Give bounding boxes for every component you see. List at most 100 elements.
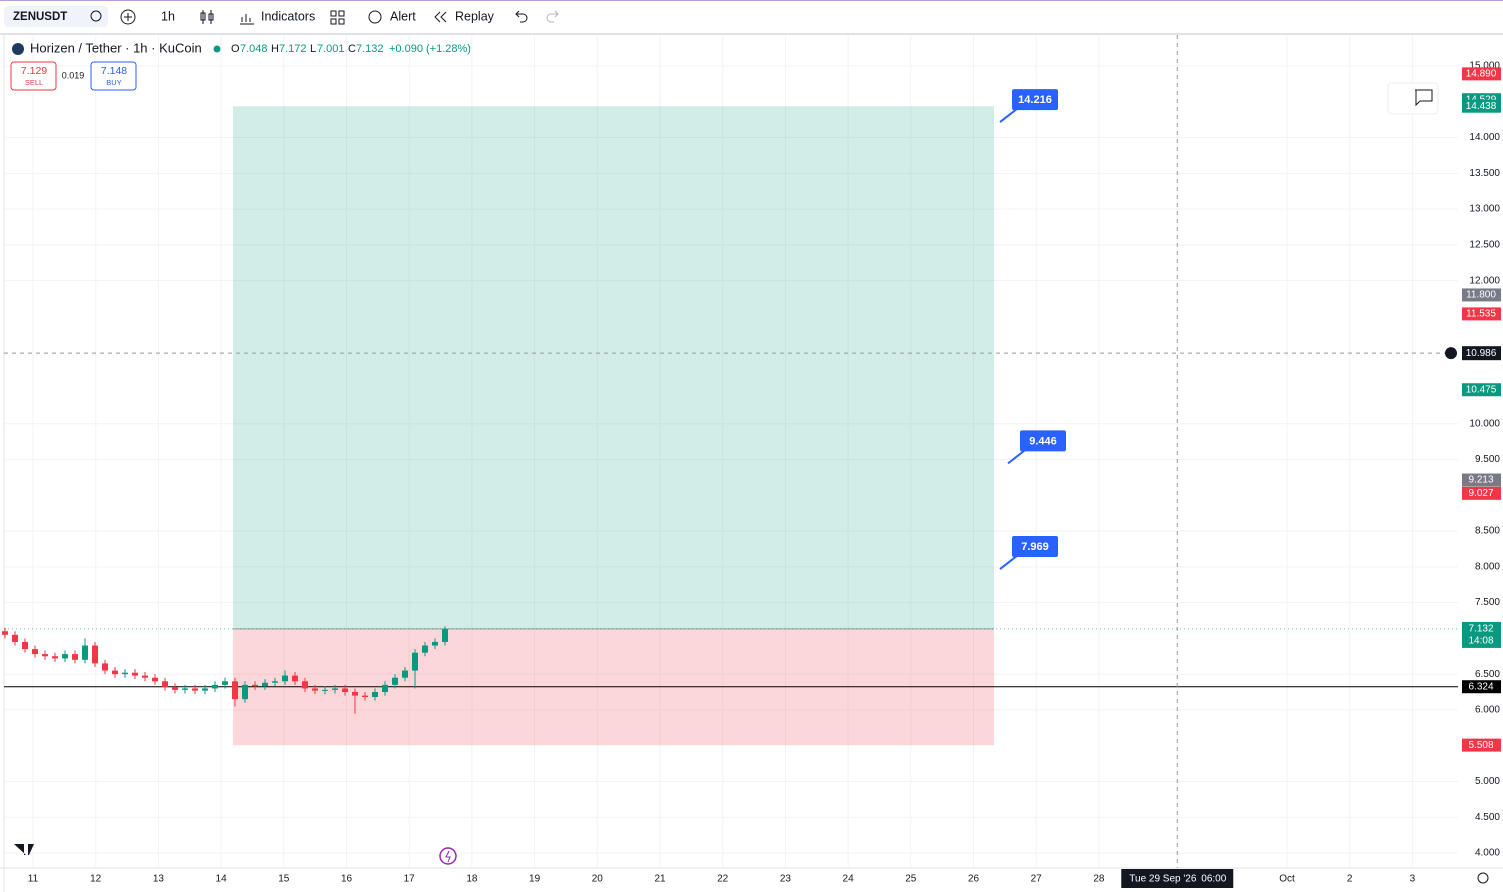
callout-pointer: [999, 554, 1019, 570]
candle-body: [302, 681, 308, 689]
legend: Horizen / Tether · 1h · KuCoin O 7.048 H…: [10, 40, 471, 91]
x-tick-label: 3: [1410, 874, 1416, 885]
candle-body: [182, 688, 188, 690]
chart-type-icon[interactable]: [200, 10, 214, 24]
layouts-icon[interactable]: [330, 10, 345, 25]
crosshair-date: Tue 29 Sep '26: [1129, 874, 1197, 885]
candle-body: [152, 677, 158, 682]
replay-icon[interactable]: [434, 11, 447, 23]
candle-body: [122, 672, 128, 675]
alert-button[interactable]: Alert: [390, 9, 416, 23]
last-price-label: 7.132: [1468, 624, 1493, 635]
candle-body: [112, 670, 118, 675]
plot: 11 12 13 14 15 16 17 18 19 20 21 22 23 24 25 26 27 28 Oct 2…: [0, 35, 1503, 892]
candle-body: [172, 687, 178, 690]
candle-body: [132, 672, 138, 676]
legend-h-label: H: [271, 43, 279, 55]
last-price-box: [1462, 621, 1501, 648]
comment-button[interactable]: [1387, 82, 1439, 115]
buy-price[interactable]: 7.148: [101, 65, 127, 77]
news-icon[interactable]: [439, 847, 457, 865]
candle-body: [332, 688, 338, 690]
callout-box: [1012, 89, 1058, 111]
candle-body: [402, 670, 408, 678]
callout-label: 14.216: [1018, 94, 1052, 106]
x-tick-label: 15: [278, 874, 290, 885]
candle-body: [42, 654, 48, 657]
y-tick-label: 4.000: [1475, 848, 1500, 859]
sell-button[interactable]: [10, 61, 57, 91]
y-tick-label: 14.000: [1469, 132, 1500, 143]
y-tick-label: 15.000: [1469, 61, 1500, 72]
crosshair-time-box: [1121, 869, 1234, 888]
symbol[interactable]: ZENUSDT: [13, 11, 67, 23]
news-bolt: [445, 850, 451, 863]
crosshair-price-box: [1462, 346, 1501, 361]
y-tick-label: 6.500: [1475, 669, 1500, 680]
price-label: 11.800: [1466, 290, 1496, 301]
alert-icon[interactable]: [368, 10, 382, 24]
y-tick-label: 9.500: [1475, 454, 1500, 465]
price-label-box: [1462, 473, 1501, 487]
candle-body: [92, 645, 98, 664]
candle-body: [2, 631, 8, 635]
candle-body: [142, 675, 148, 678]
candle-body: [52, 656, 58, 659]
sell-label[interactable]: SELL: [25, 78, 43, 87]
settings-icon[interactable]: [1477, 872, 1489, 884]
legend-high: 7.172: [279, 43, 307, 55]
legend-o-label: O: [231, 43, 240, 55]
callout-pointer: [999, 107, 1019, 123]
candle-body: [342, 688, 348, 693]
x-tick-label: 13: [153, 874, 165, 885]
price-label-box: [1462, 738, 1501, 752]
callout-box: [1012, 536, 1058, 558]
buy-button[interactable]: [90, 61, 137, 91]
x-tick-label: 2: [1347, 874, 1353, 885]
candle-body: [192, 688, 198, 691]
candle-body: [262, 682, 268, 687]
sell-price[interactable]: 7.129: [21, 65, 47, 77]
add-symbol-icon[interactable]: [120, 9, 136, 25]
candle-body: [72, 654, 78, 660]
symbol-logo: [12, 43, 24, 55]
legend-close: 7.132: [356, 43, 384, 55]
candle-body: [212, 684, 218, 689]
add-symbol-plus: [124, 13, 132, 21]
price-label: 14.438: [1466, 101, 1497, 112]
tv-logo: [14, 844, 34, 855]
legend-low: 7.001: [317, 43, 345, 55]
last-price-countdown: 14:08: [1468, 636, 1493, 647]
price-label: 14.890: [1466, 69, 1497, 80]
candle-body: [32, 649, 38, 655]
price-label: 9.213: [1468, 475, 1493, 486]
x-tick-label: 26: [968, 874, 980, 885]
candle-body: [382, 684, 388, 693]
y-tick-label: 13.000: [1469, 204, 1500, 215]
crosshair-plus[interactable]: [1445, 347, 1457, 360]
undo-icon[interactable]: [515, 10, 528, 23]
callout-box: [1020, 430, 1066, 452]
x-tick-label: 17: [404, 874, 416, 885]
interval[interactable]: 1h: [161, 9, 175, 23]
indicators-icon[interactable]: [240, 14, 254, 25]
indicators-button[interactable]: Indicators: [261, 9, 315, 23]
price-label-box: [1462, 486, 1501, 500]
replay-button[interactable]: Replay: [455, 9, 495, 23]
candle-body: [62, 654, 68, 659]
redo-icon[interactable]: [546, 10, 559, 23]
price-axis-bg: [1458, 35, 1503, 868]
callout-label: 9.446: [1029, 435, 1057, 447]
symbol-search-icon[interactable]: [90, 10, 102, 22]
x-tick-label: 23: [780, 874, 792, 885]
buy-label[interactable]: BUY: [106, 78, 121, 87]
candle-body: [322, 689, 328, 691]
floating-button[interactable]: [1387, 82, 1439, 115]
symbol-box[interactable]: [4, 6, 108, 27]
x-tick-label: 28: [1093, 874, 1105, 885]
legend-change: +0.090 (+1.28%): [389, 43, 471, 55]
candle-body: [272, 681, 278, 683]
candle-body: [442, 629, 448, 642]
profit-zone: [233, 106, 994, 629]
crosshair-price: 10.986: [1466, 348, 1497, 359]
